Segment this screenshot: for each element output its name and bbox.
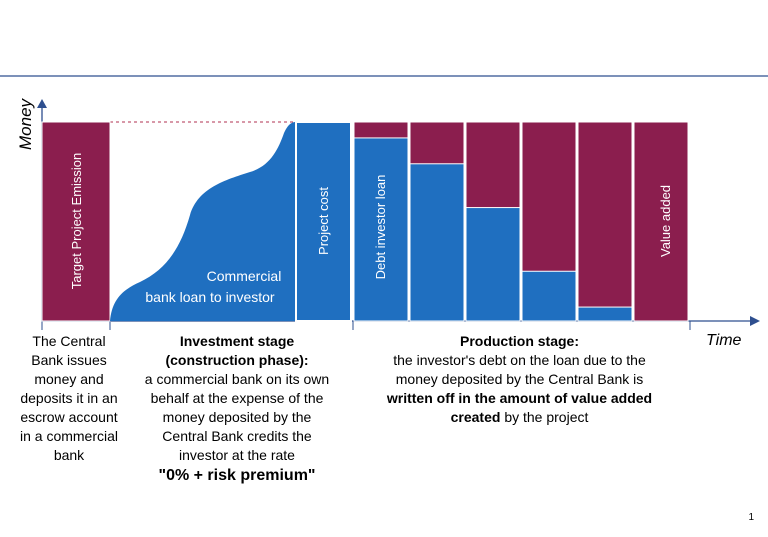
x-axis-arrow [750,316,760,326]
caption-line: Central Bank credits the [162,428,312,444]
caption-line: escrow account [20,409,118,425]
commercial-loan-label-1: Commercial [207,268,282,284]
project-cost-label: Project cost [316,187,331,255]
remaining-debt-segment [577,306,633,322]
commercial-loan-label-2: bank loan to investor [145,289,275,305]
investment-stage-title: Investment stage [179,333,295,349]
caption-line: the investor's debt on the loan due to t… [393,352,646,368]
debt-investor-loan-label: Debt investor loan [373,175,388,280]
commercial-loan-area [110,122,296,321]
caption-line: Bank issues [31,352,107,368]
y-axis-label: Money [16,97,35,150]
caption-line: behalf at the expense of the [150,390,324,406]
central-bank-caption: The Central Bank issues money and deposi… [8,332,130,465]
page-number: 1 [748,512,754,523]
value-added-label: Value added [658,185,673,257]
remaining-debt-segment [465,207,521,322]
production-stage-caption: Production stage: the investor's debt on… [352,332,687,427]
rate-text: "0% + risk premium" [158,467,316,484]
production-bars [353,121,689,322]
target-emission-bar [41,121,111,322]
investment-stage-subtitle: (construction phase): [165,352,309,368]
value-added-segment [577,121,633,322]
project-cost-bar [295,121,352,322]
remaining-debt-segment [409,163,465,322]
y-axis-arrow [37,99,47,108]
x-axis-ticks [41,321,691,330]
caption-line: money deposited by the [162,409,312,425]
value-added-segment [633,121,689,322]
production-stage-title: Production stage: [459,333,579,349]
caption-line: money and [34,371,104,387]
investment-stage-caption: Investment stage (construction phase): a… [118,332,356,487]
caption-line: The Central [32,333,106,349]
caption-line: bank [53,447,85,463]
caption-line: money deposited by the Central Bank is [395,371,644,387]
caption-line: investor at the rate [179,447,295,463]
remaining-debt-segment [353,137,409,322]
caption-line: deposits it in an [20,390,118,406]
caption-line: a commercial bank on its own [144,371,330,387]
caption-line: in a commercial [19,428,119,444]
x-axis-label: Time [706,332,742,349]
target-emission-label: Target Project Emission [69,153,84,290]
caption-line: created by the project [450,409,589,425]
caption-line: written off in the amount of value added [386,390,653,406]
remaining-debt-segment [521,270,577,322]
